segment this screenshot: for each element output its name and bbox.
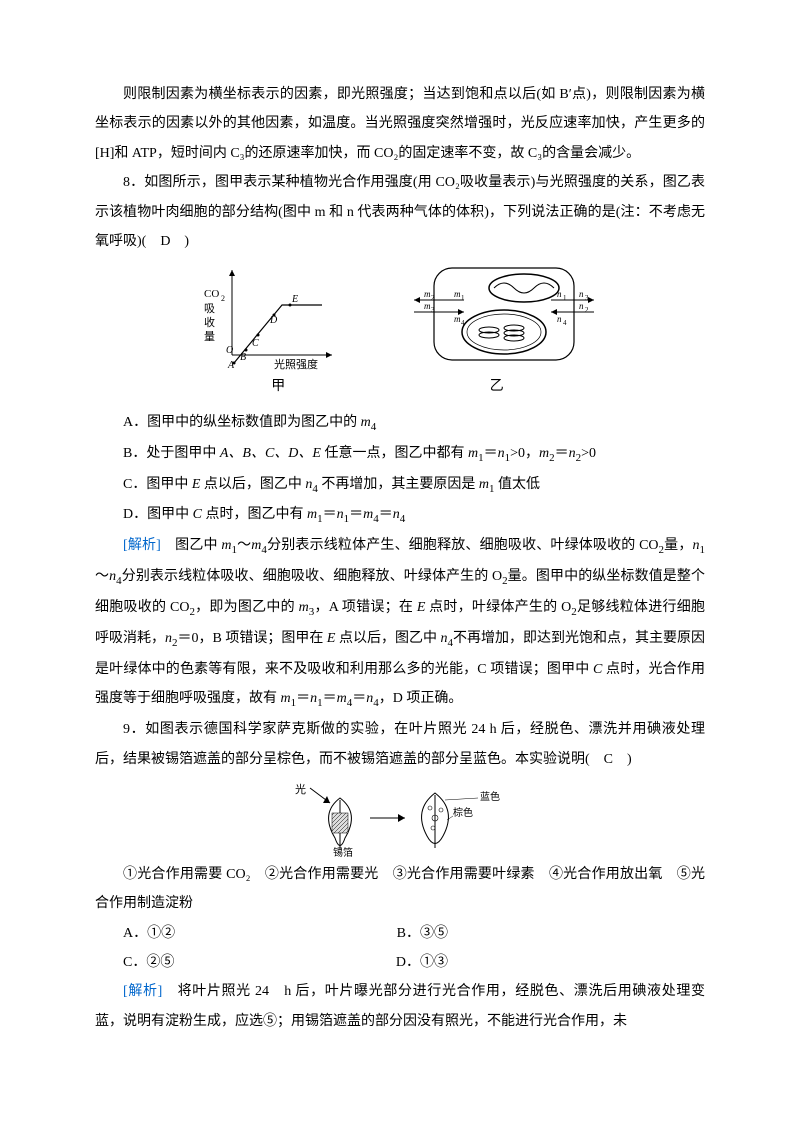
svg-text:O: O xyxy=(226,345,233,356)
q8c-m: m xyxy=(479,477,489,492)
svg-text:E: E xyxy=(291,294,298,305)
q9-multi-options: ①光合作用需要 CO₂ ②光合作用需要光 ③光合作用需要叶绿素 ④光合作用放出氧… xyxy=(95,860,705,919)
q8b-eq3: m xyxy=(539,446,549,461)
svg-text:2: 2 xyxy=(221,294,225,303)
q8d-m4: m xyxy=(363,507,373,522)
q8b-s4: 2 xyxy=(576,451,582,463)
q8d-mid: 点时，图乙中有 xyxy=(202,507,307,522)
q8b-eq1: m xyxy=(468,446,478,461)
svg-text:棕色: 棕色 xyxy=(453,806,473,819)
svg-text:A: A xyxy=(227,360,235,370)
page-root: 则限制因素为横坐标表示的因素，即光照强度；当达到饱和点以后(如 B′点)，则限制… xyxy=(0,0,800,1096)
analysis-label-9: [解析] xyxy=(123,984,162,999)
q8c-end: 值太低 xyxy=(495,477,541,492)
q9-opt-d: D．①③ xyxy=(368,948,448,977)
svg-text:m: m xyxy=(424,301,431,311)
svg-text:D: D xyxy=(269,315,278,326)
q9-opt-c: C．②⑤ xyxy=(123,955,174,970)
q8d-s4: 4 xyxy=(400,513,406,525)
q8b-s2: 1 xyxy=(505,451,511,463)
q8d-s3: 4 xyxy=(373,513,379,525)
q8d-pre: D．图甲中 xyxy=(123,507,193,522)
svg-text:n: n xyxy=(557,314,562,324)
q8d-C: C xyxy=(193,507,202,522)
svg-text:蓝色: 蓝色 xyxy=(480,790,500,803)
q8d-n1: n xyxy=(337,507,344,522)
svg-text:光照强度: 光照强度 xyxy=(274,357,318,370)
q8d-s2: 1 xyxy=(344,513,350,525)
q8c-mid: 点以后，图乙中 xyxy=(200,477,305,492)
q8a-pre: A．图甲中的纵坐标数值即为图乙中的 xyxy=(123,415,361,430)
svg-text:1: 1 xyxy=(461,294,465,302)
svg-text:n: n xyxy=(557,289,562,299)
svg-text:3: 3 xyxy=(431,306,435,314)
q8a-sub: 4 xyxy=(371,421,377,433)
q8c-pre: C．图甲中 xyxy=(123,477,192,492)
svg-text:CO: CO xyxy=(204,288,219,300)
figure-8-jia: A B C D E O CO 2 吸 收 量 光照强度 xyxy=(202,260,342,370)
q8-stem: 8．如图所示，图甲表示某种植物光合作用强度(用 CO₂吸收量表示)与光照强度的关… xyxy=(95,168,705,256)
q8d-s1: 1 xyxy=(317,513,323,525)
svg-text:吸: 吸 xyxy=(204,303,215,315)
caption-jia: 甲 xyxy=(218,372,338,401)
q8c-tail: 不再增加，其主要原因是 xyxy=(318,477,479,492)
q8b-mid: 任意一点，图乙中都有 xyxy=(321,446,468,461)
svg-text:光: 光 xyxy=(295,782,306,796)
q8b-abcde: A、B、C、D、E xyxy=(220,446,321,461)
q8-figure-caption: 甲 乙 xyxy=(95,372,705,401)
svg-text:4: 4 xyxy=(563,319,567,327)
svg-text:4: 4 xyxy=(461,319,465,327)
svg-text:2: 2 xyxy=(431,294,435,302)
svg-text:锡箔: 锡箔 xyxy=(333,846,353,858)
svg-text:2: 2 xyxy=(585,306,589,314)
q8b-eq4: n xyxy=(569,446,576,461)
q8-analysis: [解析] 图乙中 m1～m4分别表示线粒体产生、细胞释放、细胞吸收、叶绿体吸收的… xyxy=(95,531,705,715)
q8-option-b: B．处于图甲中 A、B、C、D、E 任意一点，图乙中都有 m1＝n1>0，m2＝… xyxy=(95,439,705,470)
svg-text:m: m xyxy=(454,314,461,324)
q8d-m1: m xyxy=(307,507,317,522)
svg-text:m: m xyxy=(454,289,461,299)
q8a-m: m xyxy=(361,415,371,430)
q8d-n4: n xyxy=(393,507,400,522)
q9-analysis-text: 将叶片照光 24 h 后，叶片曝光部分进行光合作用，经脱色、漂洗后用碘液处理变蓝… xyxy=(95,984,705,1028)
q9-row-cd: C．②⑤ D．①③ xyxy=(95,948,705,977)
intro-paragraph: 则限制因素为横坐标表示的因素，即光照强度；当达到饱和点以后(如 B′点)，则限制… xyxy=(95,80,705,168)
q9-row-ab: A．①② B．③⑤ xyxy=(95,919,705,948)
caption-yi: 乙 xyxy=(412,372,582,401)
svg-text:B: B xyxy=(240,352,246,363)
svg-text:n: n xyxy=(579,301,584,311)
q8-option-c: C．图甲中 E 点以后，图乙中 n4 不再增加，其主要原因是 m1 值太低 xyxy=(95,470,705,501)
q8-analysis-text: 图乙中 m1～m4分别表示线粒体产生、细胞释放、细胞吸收、叶绿体吸收的 CO2量… xyxy=(95,538,705,706)
q8b-pre: B．处于图甲中 xyxy=(123,446,220,461)
q8b-s3: 2 xyxy=(549,451,555,463)
q8b-s1: 1 xyxy=(478,451,484,463)
svg-text:1: 1 xyxy=(563,294,567,302)
q8-option-d: D．图甲中 C 点时，图乙中有 m1＝n1＝m4＝n4 xyxy=(95,500,705,531)
svg-text:C: C xyxy=(252,338,259,349)
q9-opt-a: A．①② xyxy=(123,926,175,941)
svg-text:量: 量 xyxy=(204,330,215,343)
analysis-label-8: [解析] xyxy=(123,538,161,553)
q8b-eq2: n xyxy=(498,446,505,461)
q9-opt-b: B．③⑤ xyxy=(369,919,448,948)
svg-text:n: n xyxy=(579,289,584,299)
q9-figure: 光 锡箔 棕色 蓝色 xyxy=(95,778,705,858)
figure-8-yi: m2 m3 m1 m4 n1 n3 n2 n4 xyxy=(409,260,599,370)
q8-figure-row: A B C D E O CO 2 吸 收 量 光照强度 xyxy=(95,260,705,370)
q8-option-a: A．图甲中的纵坐标数值即为图乙中的 m4 xyxy=(95,408,705,439)
svg-text:m: m xyxy=(424,289,431,299)
svg-text:3: 3 xyxy=(585,294,589,302)
q9-analysis: [解析] 将叶片照光 24 h 后，叶片曝光部分进行光合作用，经脱色、漂洗后用碘… xyxy=(95,977,705,1036)
svg-text:收: 收 xyxy=(204,315,215,329)
q9-stem: 9．如图表示德国科学家萨克斯做的实验，在叶片照光 24 h 后，经脱色、漂洗并用… xyxy=(95,715,705,774)
